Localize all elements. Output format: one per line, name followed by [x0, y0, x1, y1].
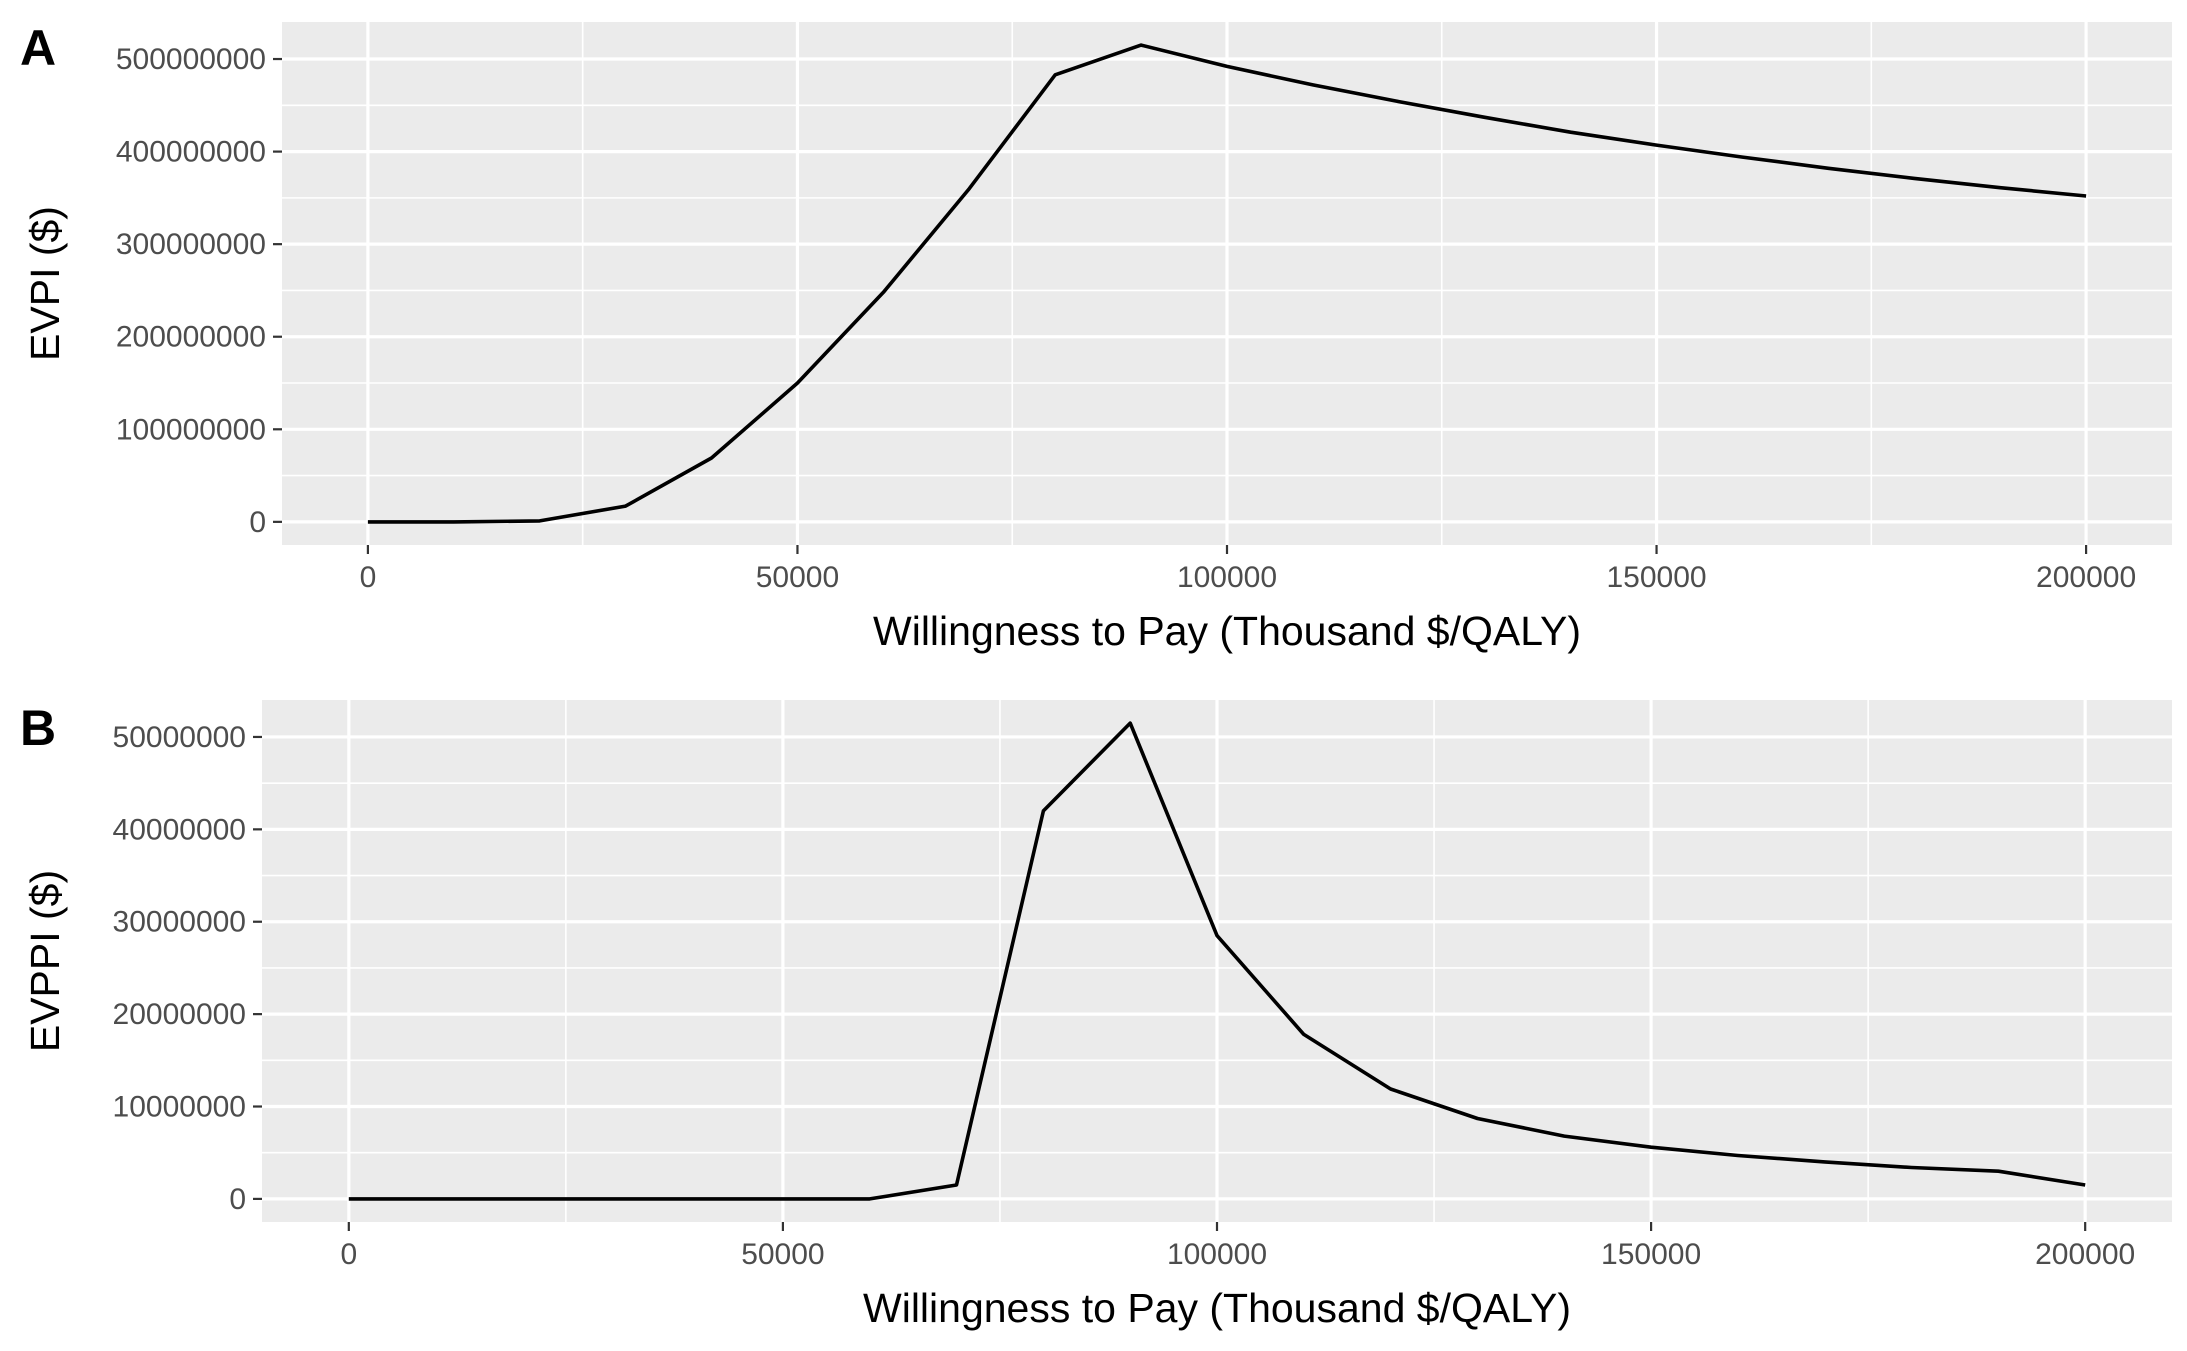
x-tick-label: 150000	[1606, 561, 1706, 594]
x-tick-label: 200000	[2036, 561, 2136, 594]
x-axis-title: Willingness to Pay (Thousand $/QALY)	[873, 608, 1581, 654]
panel-a: 0 50000 100000 150000 200000 0 100000000 200000…	[20, 20, 2172, 654]
series-line	[348, 721, 2086, 1201]
y-tick-label: 20000000	[113, 998, 246, 1031]
x-axis-title: Willingness to Pay (Thousand $/QALY)	[863, 1285, 1571, 1331]
panel-tag: B	[20, 700, 56, 756]
series-line	[367, 43, 2087, 524]
y-tick-label: 400000000	[116, 136, 266, 169]
x-tick-label: 0	[360, 561, 377, 594]
y-axis-title: EVPPI ($)	[22, 870, 68, 1052]
x-tick-label: 50000	[741, 1238, 824, 1271]
y-axis-title: EVPI ($)	[22, 206, 68, 361]
y-tick-label: 200000000	[116, 321, 266, 354]
x-tick-label: 0	[340, 1238, 357, 1271]
y-tick-label: 50000000	[113, 721, 246, 754]
y-tick-label: 0	[249, 506, 266, 539]
y-tick-label: 40000000	[113, 813, 246, 846]
y-tick-label: 30000000	[113, 906, 246, 939]
panel-tag: A	[20, 20, 56, 76]
y-tick-label: 100000000	[116, 413, 266, 446]
x-tick-label: 100000	[1177, 561, 1277, 594]
y-tick-label: 300000000	[116, 228, 266, 261]
y-tick-label: 0	[229, 1183, 246, 1216]
x-tick-label: 200000	[2035, 1238, 2135, 1271]
y-tick-label: 10000000	[113, 1091, 246, 1124]
panel-b: 0 50000 100000 150000 200000 0 10000000 2000000…	[20, 700, 2172, 1331]
x-tick-label: 100000	[1167, 1238, 1267, 1271]
x-tick-label: 150000	[1601, 1238, 1701, 1271]
y-tick-label: 500000000	[116, 43, 266, 76]
x-tick-label: 50000	[756, 561, 839, 594]
